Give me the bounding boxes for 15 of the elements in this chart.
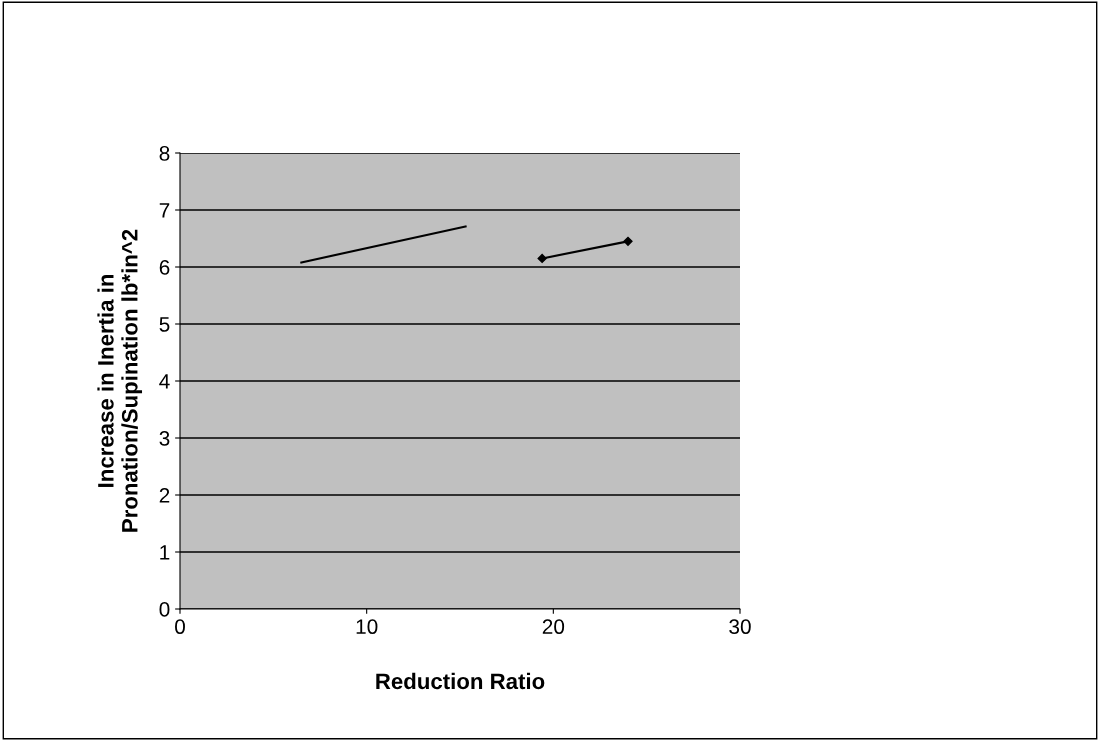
y-axis-title: Increase in Inertia in Pronation/Supination lb*in^2 xyxy=(97,229,143,532)
y-tick-label: 5 xyxy=(159,317,170,332)
x-tick-label: 30 xyxy=(729,619,751,635)
y-tick-label: 8 xyxy=(159,146,170,161)
y-tick-label: 7 xyxy=(159,203,170,218)
y-tick-label: 2 xyxy=(159,488,170,503)
x-tick-label: 0 xyxy=(175,619,185,635)
y-tick-label: 1 xyxy=(160,545,170,560)
x-tick-label: 10 xyxy=(356,619,378,635)
x-axis-title: Reduction Ratio xyxy=(376,672,545,690)
y-tick-label: 6 xyxy=(159,260,170,275)
y-tick-label: 3 xyxy=(159,431,170,446)
y-tick-label: 0 xyxy=(159,602,170,617)
y-tick-label: 4 xyxy=(159,374,170,389)
x-tick-label: 20 xyxy=(542,619,565,635)
